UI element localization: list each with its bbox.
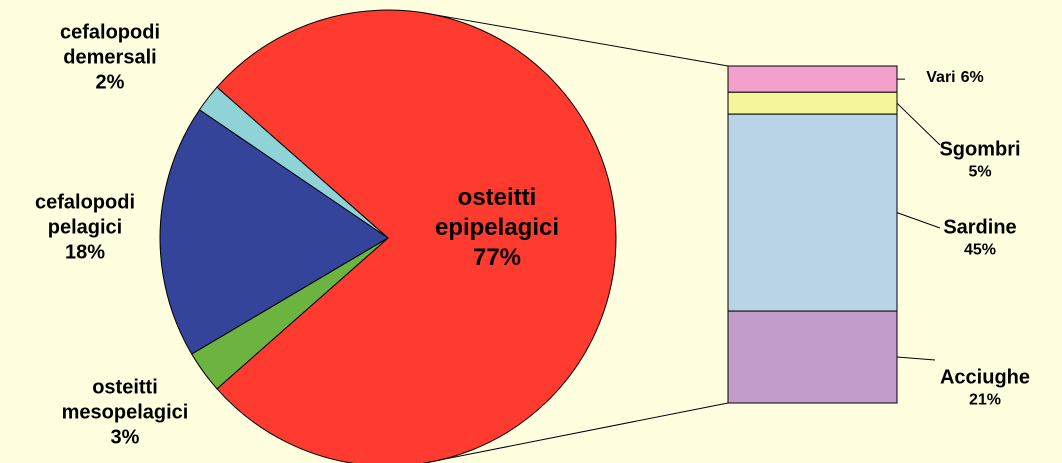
label-name: Sgombri (939, 138, 1021, 161)
connector (423, 12, 729, 67)
label-name: osteitti epipelagici (434, 184, 560, 241)
label-value: 45% (963, 241, 997, 259)
data-label: Sgombri 5% (920, 138, 1040, 183)
data-label: Sardine 45% (920, 216, 1040, 261)
pie-slice (216, 9, 617, 463)
label-name: Sardine (943, 216, 1017, 239)
connector (423, 402, 729, 463)
data-label: Acciughe 21% (915, 366, 1055, 411)
bar-segment (727, 91, 898, 115)
label-name: Acciughe (939, 366, 1031, 389)
label-name: cefalopodi demersali (59, 21, 160, 69)
label-value: 18% (64, 241, 106, 264)
bar-segment (727, 310, 898, 404)
pie-slice (159, 109, 389, 355)
bar-segment (727, 113, 898, 312)
label-name: cefalopodi pelagici (34, 191, 135, 239)
bar-segment (727, 65, 898, 93)
label-value: 2% (95, 71, 125, 94)
leader-line (896, 356, 936, 361)
label-value: 21% (968, 391, 1002, 409)
label-value: 3% (110, 426, 140, 449)
label-value: 6% (960, 69, 984, 86)
leader-line (896, 212, 941, 229)
label-name: Vari (926, 69, 956, 86)
leader-line (896, 102, 941, 146)
data-label: osteitti mesopelagici 3% (40, 376, 210, 451)
data-label: Vari 6% (926, 68, 983, 88)
label-value: 77% (472, 244, 522, 271)
pie-slice (191, 237, 389, 390)
data-label: cefalopodi pelagici 18% (10, 191, 160, 266)
data-label: cefalopodi demersali 2% (35, 21, 185, 96)
label-name: osteitti mesopelagici (61, 376, 189, 424)
label-value: 5% (968, 163, 992, 181)
data-label: osteitti epipelagici 77% (407, 183, 587, 273)
